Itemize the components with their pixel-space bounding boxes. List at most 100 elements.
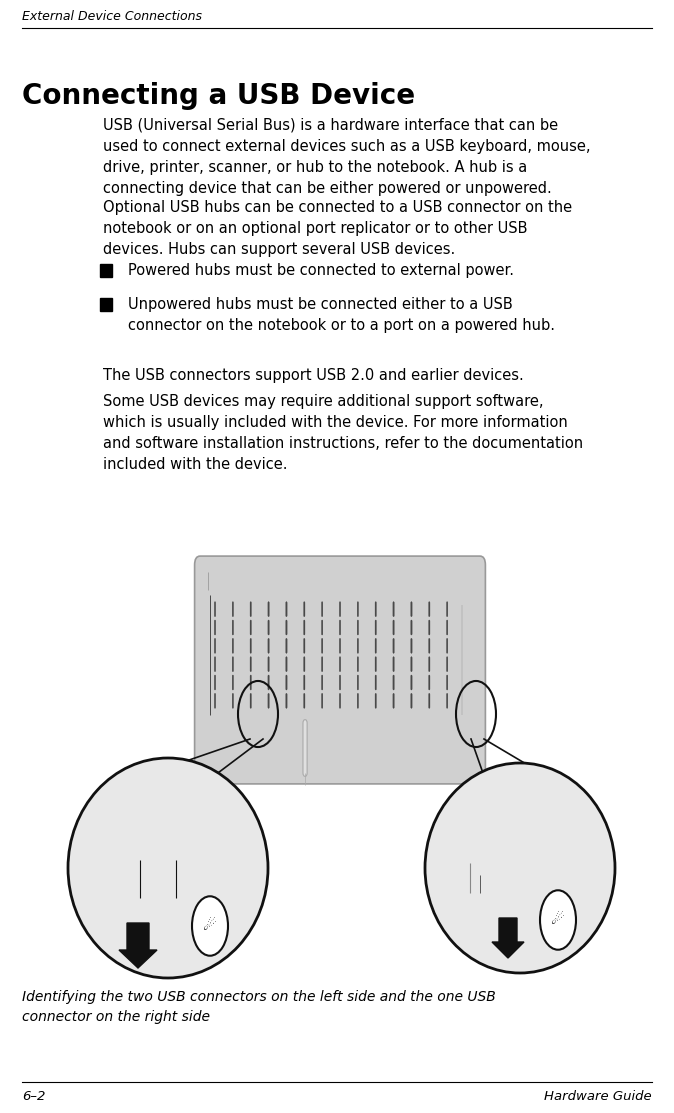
FancyBboxPatch shape xyxy=(232,657,234,672)
Text: Some USB devices may require additional support software,
which is usually inclu: Some USB devices may require additional … xyxy=(103,394,583,472)
FancyBboxPatch shape xyxy=(286,657,287,672)
FancyBboxPatch shape xyxy=(446,657,448,672)
FancyBboxPatch shape xyxy=(268,657,270,672)
FancyBboxPatch shape xyxy=(214,674,216,690)
FancyBboxPatch shape xyxy=(250,602,251,617)
Text: USB (Universal Serial Bus) is a hardware interface that can be
used to connect e: USB (Universal Serial Bus) is a hardware… xyxy=(103,118,590,196)
FancyBboxPatch shape xyxy=(393,693,394,708)
FancyBboxPatch shape xyxy=(446,620,448,636)
FancyBboxPatch shape xyxy=(357,620,359,636)
FancyBboxPatch shape xyxy=(268,674,270,690)
FancyBboxPatch shape xyxy=(303,693,305,708)
FancyBboxPatch shape xyxy=(303,602,305,617)
Ellipse shape xyxy=(425,764,615,973)
FancyBboxPatch shape xyxy=(286,674,287,690)
FancyBboxPatch shape xyxy=(286,638,287,653)
FancyBboxPatch shape xyxy=(393,620,394,636)
FancyBboxPatch shape xyxy=(339,674,340,690)
FancyBboxPatch shape xyxy=(339,638,340,653)
FancyBboxPatch shape xyxy=(321,602,323,617)
FancyBboxPatch shape xyxy=(375,693,376,708)
FancyBboxPatch shape xyxy=(446,693,448,708)
FancyBboxPatch shape xyxy=(446,638,448,653)
FancyBboxPatch shape xyxy=(375,674,376,690)
FancyBboxPatch shape xyxy=(303,720,307,777)
FancyBboxPatch shape xyxy=(339,657,340,672)
FancyBboxPatch shape xyxy=(375,657,376,672)
FancyBboxPatch shape xyxy=(375,638,376,653)
FancyBboxPatch shape xyxy=(357,638,359,653)
FancyBboxPatch shape xyxy=(232,693,234,708)
FancyBboxPatch shape xyxy=(214,620,216,636)
FancyBboxPatch shape xyxy=(446,602,448,617)
FancyBboxPatch shape xyxy=(232,674,234,690)
FancyBboxPatch shape xyxy=(214,693,216,708)
FancyBboxPatch shape xyxy=(250,638,251,653)
FancyBboxPatch shape xyxy=(429,620,430,636)
FancyBboxPatch shape xyxy=(286,602,287,617)
FancyBboxPatch shape xyxy=(410,657,412,672)
FancyBboxPatch shape xyxy=(339,620,340,636)
FancyBboxPatch shape xyxy=(429,693,430,708)
Text: The USB connectors support USB 2.0 and earlier devices.: The USB connectors support USB 2.0 and e… xyxy=(103,368,524,383)
FancyBboxPatch shape xyxy=(214,657,216,672)
FancyBboxPatch shape xyxy=(232,602,234,617)
FancyBboxPatch shape xyxy=(250,657,251,672)
FancyBboxPatch shape xyxy=(393,657,394,672)
FancyBboxPatch shape xyxy=(100,264,112,277)
Text: ☄: ☄ xyxy=(203,918,217,934)
FancyBboxPatch shape xyxy=(410,693,412,708)
FancyBboxPatch shape xyxy=(321,620,323,636)
FancyBboxPatch shape xyxy=(429,657,430,672)
FancyBboxPatch shape xyxy=(195,556,485,784)
FancyBboxPatch shape xyxy=(410,602,412,617)
Text: Powered hubs must be connected to external power.: Powered hubs must be connected to extern… xyxy=(128,263,514,278)
FancyBboxPatch shape xyxy=(321,693,323,708)
FancyBboxPatch shape xyxy=(357,657,359,672)
FancyBboxPatch shape xyxy=(303,638,305,653)
FancyBboxPatch shape xyxy=(268,620,270,636)
Text: 6–2: 6–2 xyxy=(22,1091,45,1103)
FancyBboxPatch shape xyxy=(250,693,251,708)
FancyBboxPatch shape xyxy=(303,674,305,690)
Text: Unpowered hubs must be connected either to a USB
connector on the notebook or to: Unpowered hubs must be connected either … xyxy=(128,297,555,333)
Text: External Device Connections: External Device Connections xyxy=(22,10,202,22)
FancyBboxPatch shape xyxy=(250,674,251,690)
FancyBboxPatch shape xyxy=(357,693,359,708)
FancyBboxPatch shape xyxy=(375,602,376,617)
FancyBboxPatch shape xyxy=(321,674,323,690)
Ellipse shape xyxy=(68,758,268,978)
FancyBboxPatch shape xyxy=(321,657,323,672)
FancyBboxPatch shape xyxy=(100,298,112,312)
FancyBboxPatch shape xyxy=(303,657,305,672)
FancyBboxPatch shape xyxy=(429,602,430,617)
Circle shape xyxy=(192,896,228,956)
FancyBboxPatch shape xyxy=(357,674,359,690)
Text: Hardware Guide: Hardware Guide xyxy=(545,1091,652,1103)
FancyBboxPatch shape xyxy=(429,674,430,690)
FancyBboxPatch shape xyxy=(232,638,234,653)
FancyBboxPatch shape xyxy=(446,674,448,690)
Text: ☄: ☄ xyxy=(551,913,565,927)
FancyArrow shape xyxy=(492,918,524,958)
FancyBboxPatch shape xyxy=(393,638,394,653)
FancyBboxPatch shape xyxy=(393,674,394,690)
Text: Optional USB hubs can be connected to a USB connector on the
notebook or on an o: Optional USB hubs can be connected to a … xyxy=(103,200,572,257)
FancyBboxPatch shape xyxy=(410,638,412,653)
FancyBboxPatch shape xyxy=(268,602,270,617)
Circle shape xyxy=(540,890,576,949)
FancyBboxPatch shape xyxy=(339,693,340,708)
FancyBboxPatch shape xyxy=(339,602,340,617)
FancyBboxPatch shape xyxy=(232,620,234,636)
FancyBboxPatch shape xyxy=(410,674,412,690)
FancyBboxPatch shape xyxy=(286,693,287,708)
FancyBboxPatch shape xyxy=(375,620,376,636)
Text: Connecting a USB Device: Connecting a USB Device xyxy=(22,82,415,110)
FancyBboxPatch shape xyxy=(357,602,359,617)
Text: Identifying the two USB connectors on the left side and the one USB
connector on: Identifying the two USB connectors on th… xyxy=(22,989,496,1024)
FancyBboxPatch shape xyxy=(268,693,270,708)
FancyBboxPatch shape xyxy=(268,638,270,653)
FancyBboxPatch shape xyxy=(321,638,323,653)
FancyBboxPatch shape xyxy=(410,620,412,636)
FancyBboxPatch shape xyxy=(393,602,394,617)
